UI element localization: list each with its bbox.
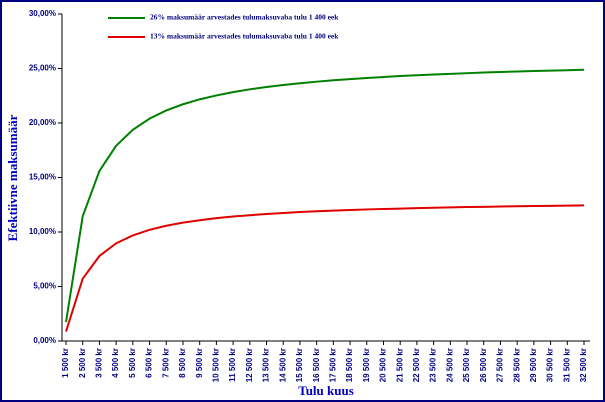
x-tick-label: 24 500 kr — [445, 348, 454, 382]
x-tick-label: 11 500 kr — [228, 348, 237, 382]
x-tick-label: 21 500 kr — [395, 348, 404, 382]
x-tick-label: 10 500 kr — [211, 348, 220, 382]
x-tick-label: 9 500 kr — [195, 348, 204, 378]
y-tick-label: 15,00% — [29, 173, 56, 182]
legend-label: 13% maksumäär arvestades tulumaksuvaba t… — [150, 32, 339, 41]
x-tick-label: 31 500 kr — [562, 348, 571, 382]
x-tick-label: 17 500 kr — [328, 348, 337, 382]
x-tick-label: 14 500 kr — [278, 348, 287, 382]
x-tick-label: 25 500 kr — [462, 348, 471, 382]
x-tick-label: 2 500 kr — [78, 348, 87, 378]
x-tick-label: 22 500 kr — [412, 348, 421, 382]
x-tick-label: 20 500 kr — [379, 348, 388, 382]
x-tick-label: 18 500 kr — [345, 348, 354, 382]
y-axis-title: Efektiivne maksumäär — [5, 114, 20, 241]
x-tick-label: 26 500 kr — [479, 348, 488, 382]
x-tick-label: 8 500 kr — [178, 348, 187, 378]
line — [65, 204, 585, 332]
x-tick-label: 32 500 kr — [579, 348, 588, 382]
line — [65, 68, 585, 323]
x-tick-label: 27 500 kr — [496, 348, 505, 382]
x-tick-label: 1 500 kr — [61, 348, 70, 378]
y-tick-label: 10,00% — [29, 227, 56, 236]
x-tick-label: 15 500 kr — [295, 348, 304, 382]
x-tick-label: 12 500 kr — [245, 348, 254, 382]
x-tick-label: 16 500 kr — [312, 348, 321, 382]
x-tick-label: 23 500 kr — [429, 348, 438, 382]
y-tick-label: 20,00% — [29, 118, 56, 127]
legend-label: 26% maksumäär arvestades tulumaksuvaba t… — [150, 13, 339, 22]
x-tick-label: 19 500 kr — [362, 348, 371, 382]
x-tick-label: 4 500 kr — [111, 348, 120, 378]
x-tick-label: 3 500 kr — [95, 348, 104, 378]
x-tick-label: 5 500 kr — [128, 348, 137, 378]
y-tick-label: 30,00% — [29, 9, 56, 18]
x-tick-label: 30 500 kr — [546, 348, 555, 382]
x-tick-label: 29 500 kr — [529, 348, 538, 382]
y-tick-label: 5,00% — [33, 282, 56, 291]
y-tick-label: 25,00% — [29, 64, 56, 73]
y-tick-label: 0,00% — [33, 336, 56, 345]
x-axis-title: Tulu kuus — [298, 383, 354, 398]
x-tick-label: 6 500 kr — [145, 348, 154, 378]
x-tick-label: 28 500 kr — [512, 348, 521, 382]
x-tick-label: 13 500 kr — [262, 348, 271, 382]
x-tick-label: 7 500 kr — [161, 348, 170, 378]
